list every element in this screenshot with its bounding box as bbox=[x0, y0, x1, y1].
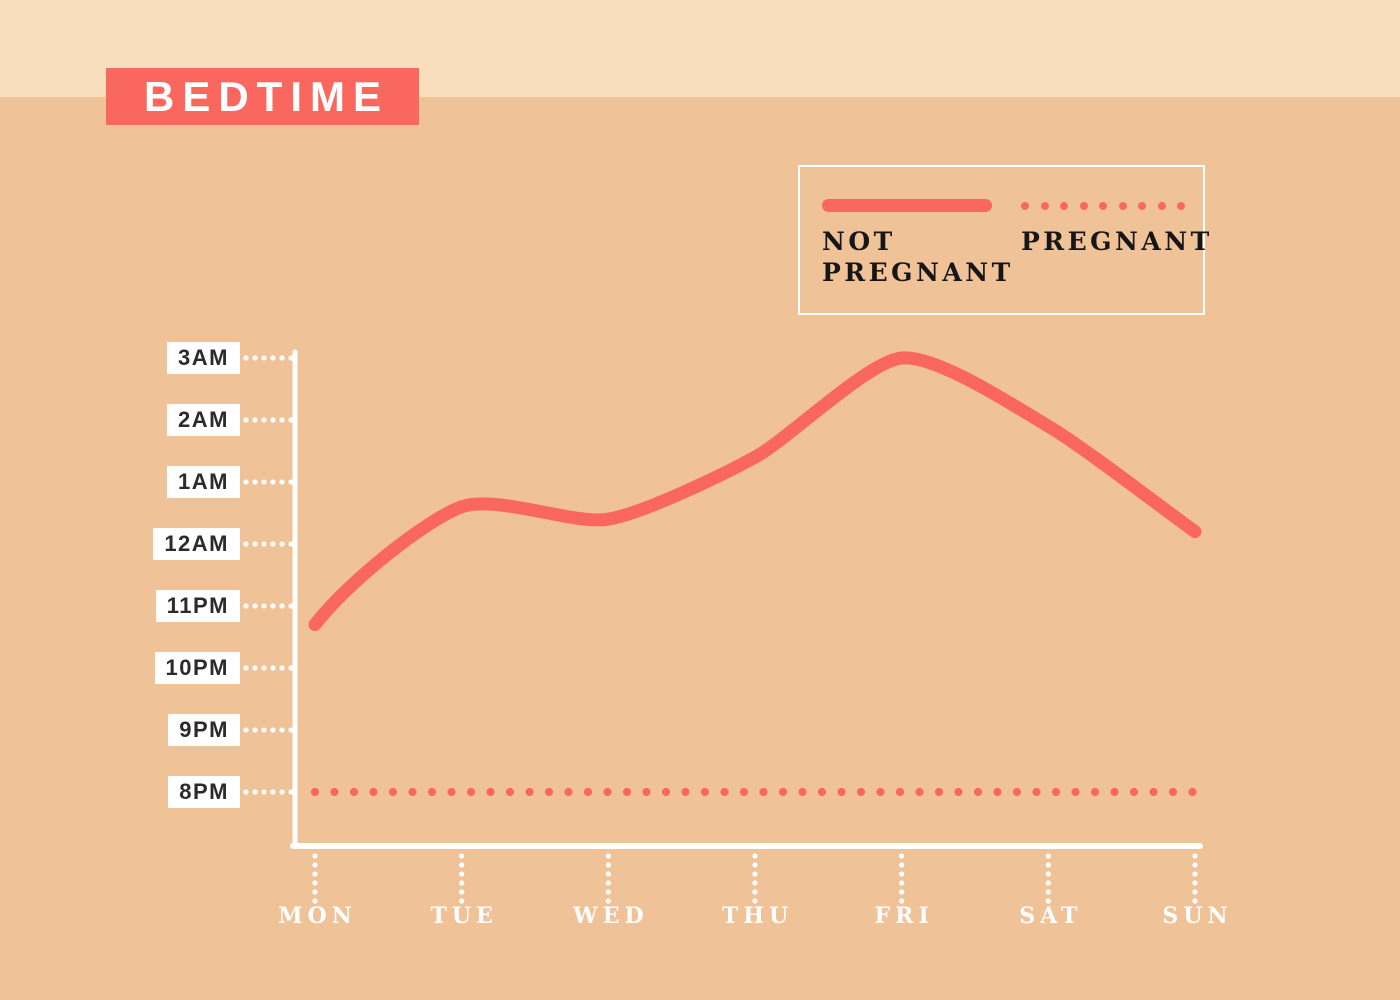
x-tick-dots bbox=[312, 853, 1198, 904]
y-tick-label-12am: 12AM bbox=[153, 528, 240, 560]
page-title: BEDTIME bbox=[144, 72, 389, 120]
legend-dot bbox=[1079, 201, 1088, 210]
title-box: BEDTIME bbox=[106, 68, 419, 125]
legend-dot bbox=[1138, 201, 1146, 210]
legend-dotted-line-swatch bbox=[1021, 201, 1185, 210]
x-tick-label-sat: SAT bbox=[1019, 903, 1083, 929]
x-tick-label-thu: THU bbox=[721, 903, 794, 929]
series-pregnant-dots bbox=[310, 787, 1197, 797]
legend-dot bbox=[1021, 201, 1029, 210]
y-tick-label-11pm: 11PM bbox=[155, 590, 240, 622]
chart-legend: NOT PREGNANT PREGNANT bbox=[798, 165, 1209, 315]
x-tick-label-wed: WED bbox=[573, 903, 649, 929]
legend-dot bbox=[1177, 201, 1185, 210]
legend-label-not-pregnant: NOT PREGNANT bbox=[822, 227, 1014, 287]
y-tick-label-2am: 2AM bbox=[167, 404, 240, 436]
y-tick-label-3am: 3AM bbox=[167, 342, 240, 374]
y-tick-label-10pm: 10PM bbox=[154, 652, 240, 684]
legend-dot bbox=[1157, 201, 1166, 210]
series-not-pregnant-line bbox=[308, 351, 1202, 632]
y-tick-label-9pm: 9PM bbox=[168, 714, 240, 746]
y-leader-dots bbox=[243, 355, 294, 795]
y-tick-label-1am: 1AM bbox=[167, 466, 240, 498]
legend-dot bbox=[1099, 201, 1107, 210]
x-tick-label-tue: TUE bbox=[430, 903, 498, 929]
y-tick-label-8pm: 8PM bbox=[168, 776, 240, 808]
legend-dot bbox=[1118, 201, 1127, 210]
legend-dot bbox=[1040, 201, 1049, 210]
x-tick-label-mon: MON bbox=[278, 903, 357, 929]
legend-label-pregnant: PREGNANT bbox=[1021, 227, 1213, 256]
legend-solid-line-swatch bbox=[822, 199, 992, 212]
x-tick-label-sun: SUN bbox=[1162, 903, 1233, 929]
legend-dot bbox=[1060, 201, 1068, 210]
x-tick-label-fri: FRI bbox=[874, 903, 934, 929]
